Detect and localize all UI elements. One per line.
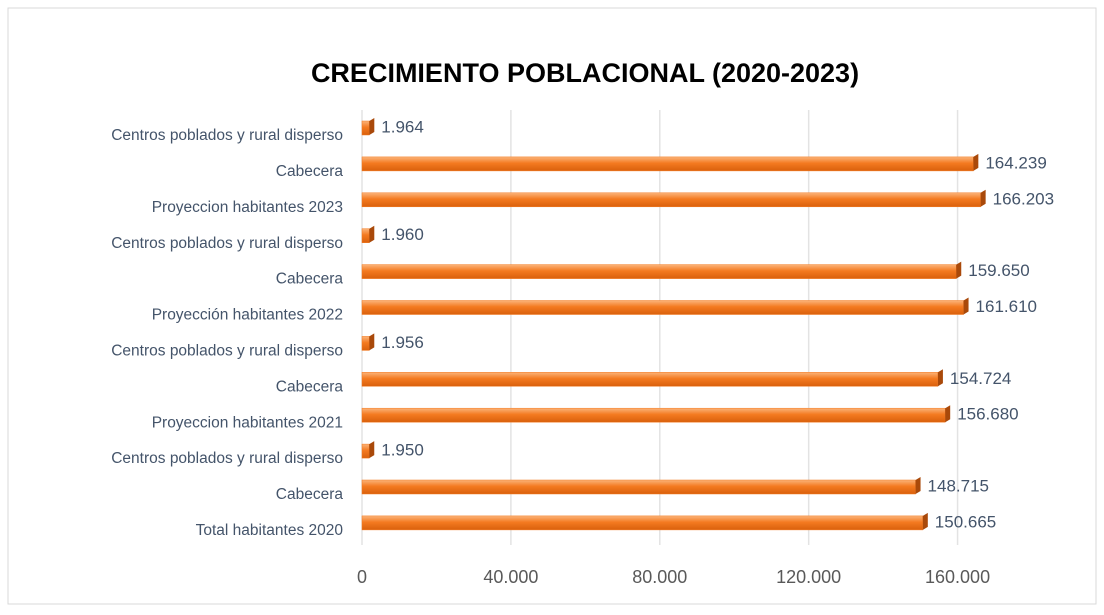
value-label: 161.610: [976, 297, 1037, 316]
y-tick-label: Centros poblados y rural disperso: [111, 450, 343, 467]
y-tick-label: Proyeccion habitantes 2023: [152, 199, 343, 216]
y-tick-label: Proyeccion habitantes 2021: [152, 414, 343, 431]
bar: [361, 441, 375, 459]
bar: [361, 261, 962, 279]
value-label: 156.680: [957, 405, 1018, 424]
value-label: 1.956: [381, 333, 424, 352]
value-label: 164.239: [985, 153, 1046, 172]
x-tick-label: 0: [357, 567, 367, 587]
bar: [361, 333, 375, 351]
value-label: 166.203: [993, 189, 1054, 208]
y-tick-label: Centros poblados y rural disperso: [111, 342, 343, 359]
bar: [361, 153, 979, 172]
x-tick-label: 80.000: [632, 567, 687, 587]
x-tick-label: 120.000: [776, 567, 841, 587]
y-tick-label: Proyección habitantes 2022: [152, 307, 343, 324]
bar: [361, 405, 951, 423]
bar: [361, 118, 375, 136]
bar: [361, 297, 969, 315]
value-label: 1.964: [381, 117, 424, 136]
y-tick-label: Cabecera: [276, 271, 344, 288]
value-label: 154.724: [950, 369, 1011, 388]
y-tick-label: Cabecera: [276, 486, 344, 503]
value-label: 1.950: [381, 441, 424, 460]
chart-title: CRECIMIENTO POBLACIONAL (2020-2023): [311, 58, 859, 88]
x-tick-label: 40.000: [483, 567, 538, 587]
value-label: 1.960: [381, 225, 424, 244]
y-tick-label: Total habitantes 2020: [196, 522, 344, 539]
bar: [361, 477, 921, 495]
y-tick-label: Centros poblados y rural disperso: [111, 127, 343, 144]
y-tick-label: Centros poblados y rural disperso: [111, 235, 343, 252]
bar: [361, 189, 986, 208]
y-tick-label: Cabecera: [276, 163, 344, 180]
value-label: 150.665: [935, 512, 996, 531]
bar: [361, 225, 375, 243]
value-label: 148.715: [928, 476, 989, 495]
bar: [361, 369, 943, 387]
y-tick-label: Cabecera: [276, 378, 344, 395]
value-label: 159.650: [968, 261, 1029, 280]
bar: [361, 512, 928, 531]
x-tick-label: 160.000: [925, 567, 990, 587]
